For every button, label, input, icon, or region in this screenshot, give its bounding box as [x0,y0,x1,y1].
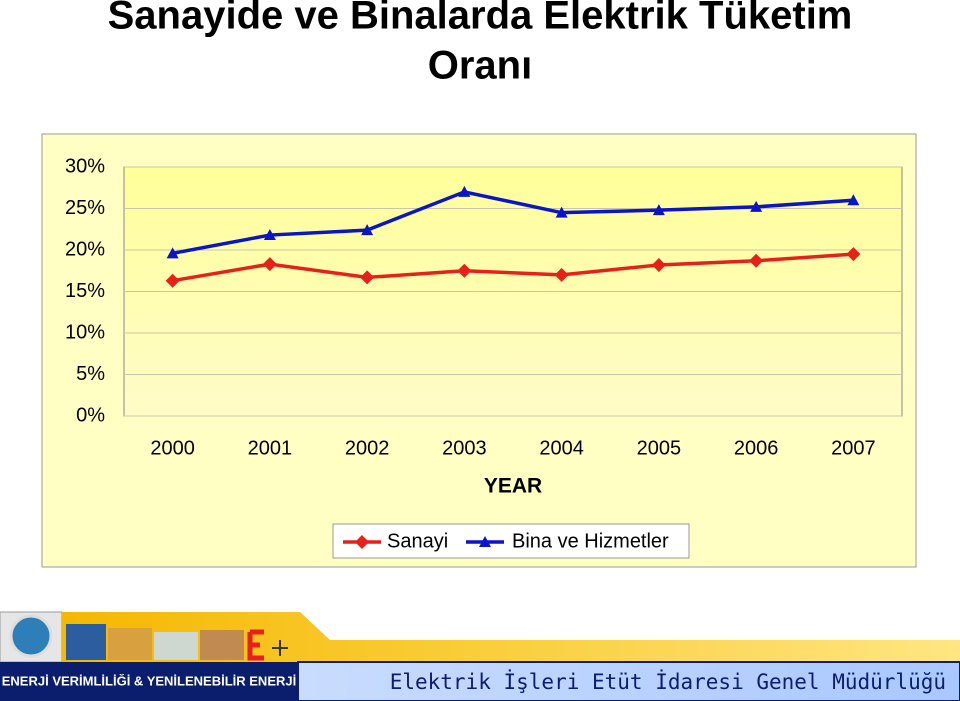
ribbon [62,612,960,662]
y-tick-label: 30% [65,155,105,177]
footer-left: ENERJİ VERİMLİLİĞİ & YENİLENEBİLİR ENERJ… [2,673,296,688]
marker [749,253,764,268]
marker [846,247,861,262]
marker [165,273,180,288]
x-tick-label: 2004 [539,437,584,459]
legend-label: Sanayi [387,530,448,552]
series-line [172,190,854,256]
x-axis-label: YEAR [484,475,542,498]
y-tick-label: 0% [76,404,105,426]
marker [166,247,179,259]
marker [263,229,276,241]
photo [108,628,152,660]
series-line [172,252,854,283]
marker [360,270,375,285]
marker [847,194,860,206]
marker [458,185,471,197]
photo [66,624,106,660]
y-tick-label: 20% [65,238,105,260]
y-tick-label: 15% [65,280,105,302]
photo [154,632,198,660]
y-tick-label: 25% [65,197,105,219]
logo-e [247,629,264,661]
title-line2: Oranı [428,44,532,88]
x-tick-label: 2003 [442,437,487,459]
marker [554,267,569,282]
footer-right: Elektrik İşleri Etüt İdaresi Genel Müdür… [390,669,946,694]
title: Sanayide ve Binalarda Elektrik Tüketim [108,0,853,38]
legend [332,523,690,559]
x-tick-label: 2005 [637,437,682,459]
marker [652,204,665,216]
footer-left-bar [0,662,298,701]
marker [750,200,763,212]
marker [479,536,491,547]
marker [361,224,374,236]
x-tick-label: 2007 [831,437,876,459]
legend-label: Bina ve Hizmetler [512,530,669,552]
footer-right-bar [297,661,960,701]
marker [555,206,568,218]
marker [457,263,472,278]
photo [200,630,244,660]
marker [355,535,369,549]
y-tick-label: 10% [65,321,105,343]
x-tick-label: 2002 [345,437,390,459]
marker [651,257,666,272]
x-tick-label: 2006 [734,437,779,459]
marker [262,257,277,272]
logo-plus [272,640,288,656]
y-tick-label: 5% [76,363,105,385]
x-tick-label: 2000 [150,437,195,459]
x-tick-label: 2001 [248,437,293,459]
logo [9,614,53,658]
